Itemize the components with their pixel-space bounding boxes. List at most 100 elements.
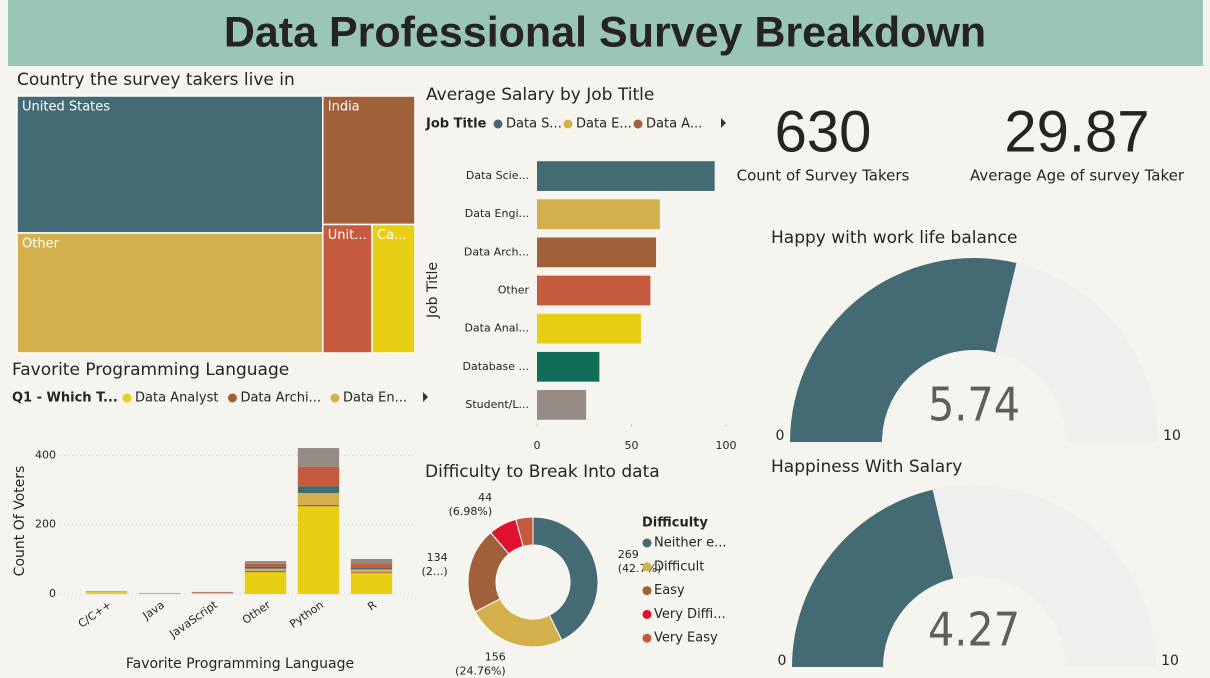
bar [537,275,651,306]
bar-segment [85,592,128,594]
bar-segment [244,568,287,571]
legend-label: Data S... [506,117,562,132]
y-axis-label: Count Of Voters [12,466,28,577]
legend-label: Data En... [343,391,407,406]
bar-segment [297,486,340,494]
bar-segment [191,592,234,593]
y-tick-label: Other [498,284,530,297]
legend-marker [227,393,237,403]
legend-marker [642,562,652,572]
legend-marker [642,538,652,548]
card-label: Average Age of survey Taker [970,167,1185,185]
bar-segment [244,572,287,594]
legend-arrow [721,118,726,128]
bar [537,161,715,191]
bar-segment [297,504,340,507]
data-label: (2...) [422,565,448,578]
legend-marker [633,119,643,129]
bar-segment [244,561,287,564]
data-label: 134 [427,551,448,564]
gauge-min: 0 [778,653,787,669]
gauge-value-label: 5.74 [928,378,1020,432]
gauge-value-label: 4.27 [928,603,1020,657]
chart-title: Country the survey takers live in [17,70,295,90]
legend-label: Easy [654,583,685,598]
data-label: 44 [478,491,492,504]
legend-marker [642,586,652,596]
bar-segment [350,567,393,570]
card-value: 29.87 [1004,99,1149,164]
tile-label: United States [22,100,110,115]
treemap-tile [371,223,416,354]
legend-label: Very Diffi... [654,607,726,622]
bar-segment [244,570,287,573]
bar [537,199,660,230]
legend-marker [642,609,652,619]
gauge-value [792,489,954,667]
data-label: (24.76%) [455,665,506,678]
legend-marker [642,633,652,643]
legend-label: Data A... [646,117,702,132]
donut-slice [532,516,599,641]
bar-segment [350,558,393,564]
tile-label: Ca... [377,228,406,243]
gauge-max: 10 [1163,428,1181,444]
bar [537,351,600,382]
bar [537,390,587,420]
bar-segment [297,448,340,467]
x-tick-label: 50 [625,439,639,452]
legend-title: Difficulty [642,516,708,531]
bar-segment [244,566,287,569]
legend-label: Data Analyst [135,391,218,406]
y-tick-label: Data Anal... [464,322,529,335]
bar-segment [297,506,340,594]
legend-label: Data Archi... [240,391,321,406]
treemap-tile [322,223,373,354]
bar-segment [350,572,393,574]
chart-title: Happy with work life balance [771,228,1017,248]
bar-segment [350,573,393,594]
bar-segment [244,563,287,567]
x-tick-label: 0 [534,439,541,452]
page-title: Data Professional Survey Breakdown [224,8,986,56]
legend-label: Very Easy [654,631,718,646]
card-label: Count of Survey Takers [737,167,910,185]
y-axis-label: Job Title [425,262,441,319]
legend-marker [122,393,132,403]
data-label: 269 [618,548,639,561]
y-tick-label: 200 [35,518,56,531]
legend-marker [563,119,573,129]
legend-label: Data E... [576,117,632,132]
y-tick-label: Data Engi... [465,207,529,220]
y-tick-label: Student/L... [465,398,529,411]
bar [537,237,657,268]
gauge-max: 10 [1161,653,1179,669]
y-tick-label: Data Arch... [464,245,529,258]
header-bar [8,0,1203,66]
treemap-tile [322,95,416,226]
bar [537,313,641,344]
bar-segment [85,591,128,593]
treemap-tile [16,232,324,354]
legend-marker [330,393,340,403]
legend-title: Job Title [425,117,487,132]
legend-label: Neither e... [654,536,727,551]
bar-segment [297,493,340,505]
bar-segment [297,466,340,487]
data-label: 156 [485,651,506,664]
legend-arrow [423,392,429,402]
chart-title: Average Salary by Job Title [426,85,654,105]
tile-label: Unit... [328,228,367,243]
bar-segment [350,569,393,573]
chart-title: Favorite Programming Language [12,360,289,380]
chart-title: Difficulty to Break Into data [425,462,660,482]
bar-segment [350,563,393,568]
gauge-min: 0 [776,428,785,444]
y-tick-label: 0 [49,587,56,600]
legend-label: Difficult [654,559,704,574]
data-label: (6.98%) [449,505,493,518]
gauge-value [790,258,1017,442]
chart-title: Happiness With Salary [771,457,962,477]
